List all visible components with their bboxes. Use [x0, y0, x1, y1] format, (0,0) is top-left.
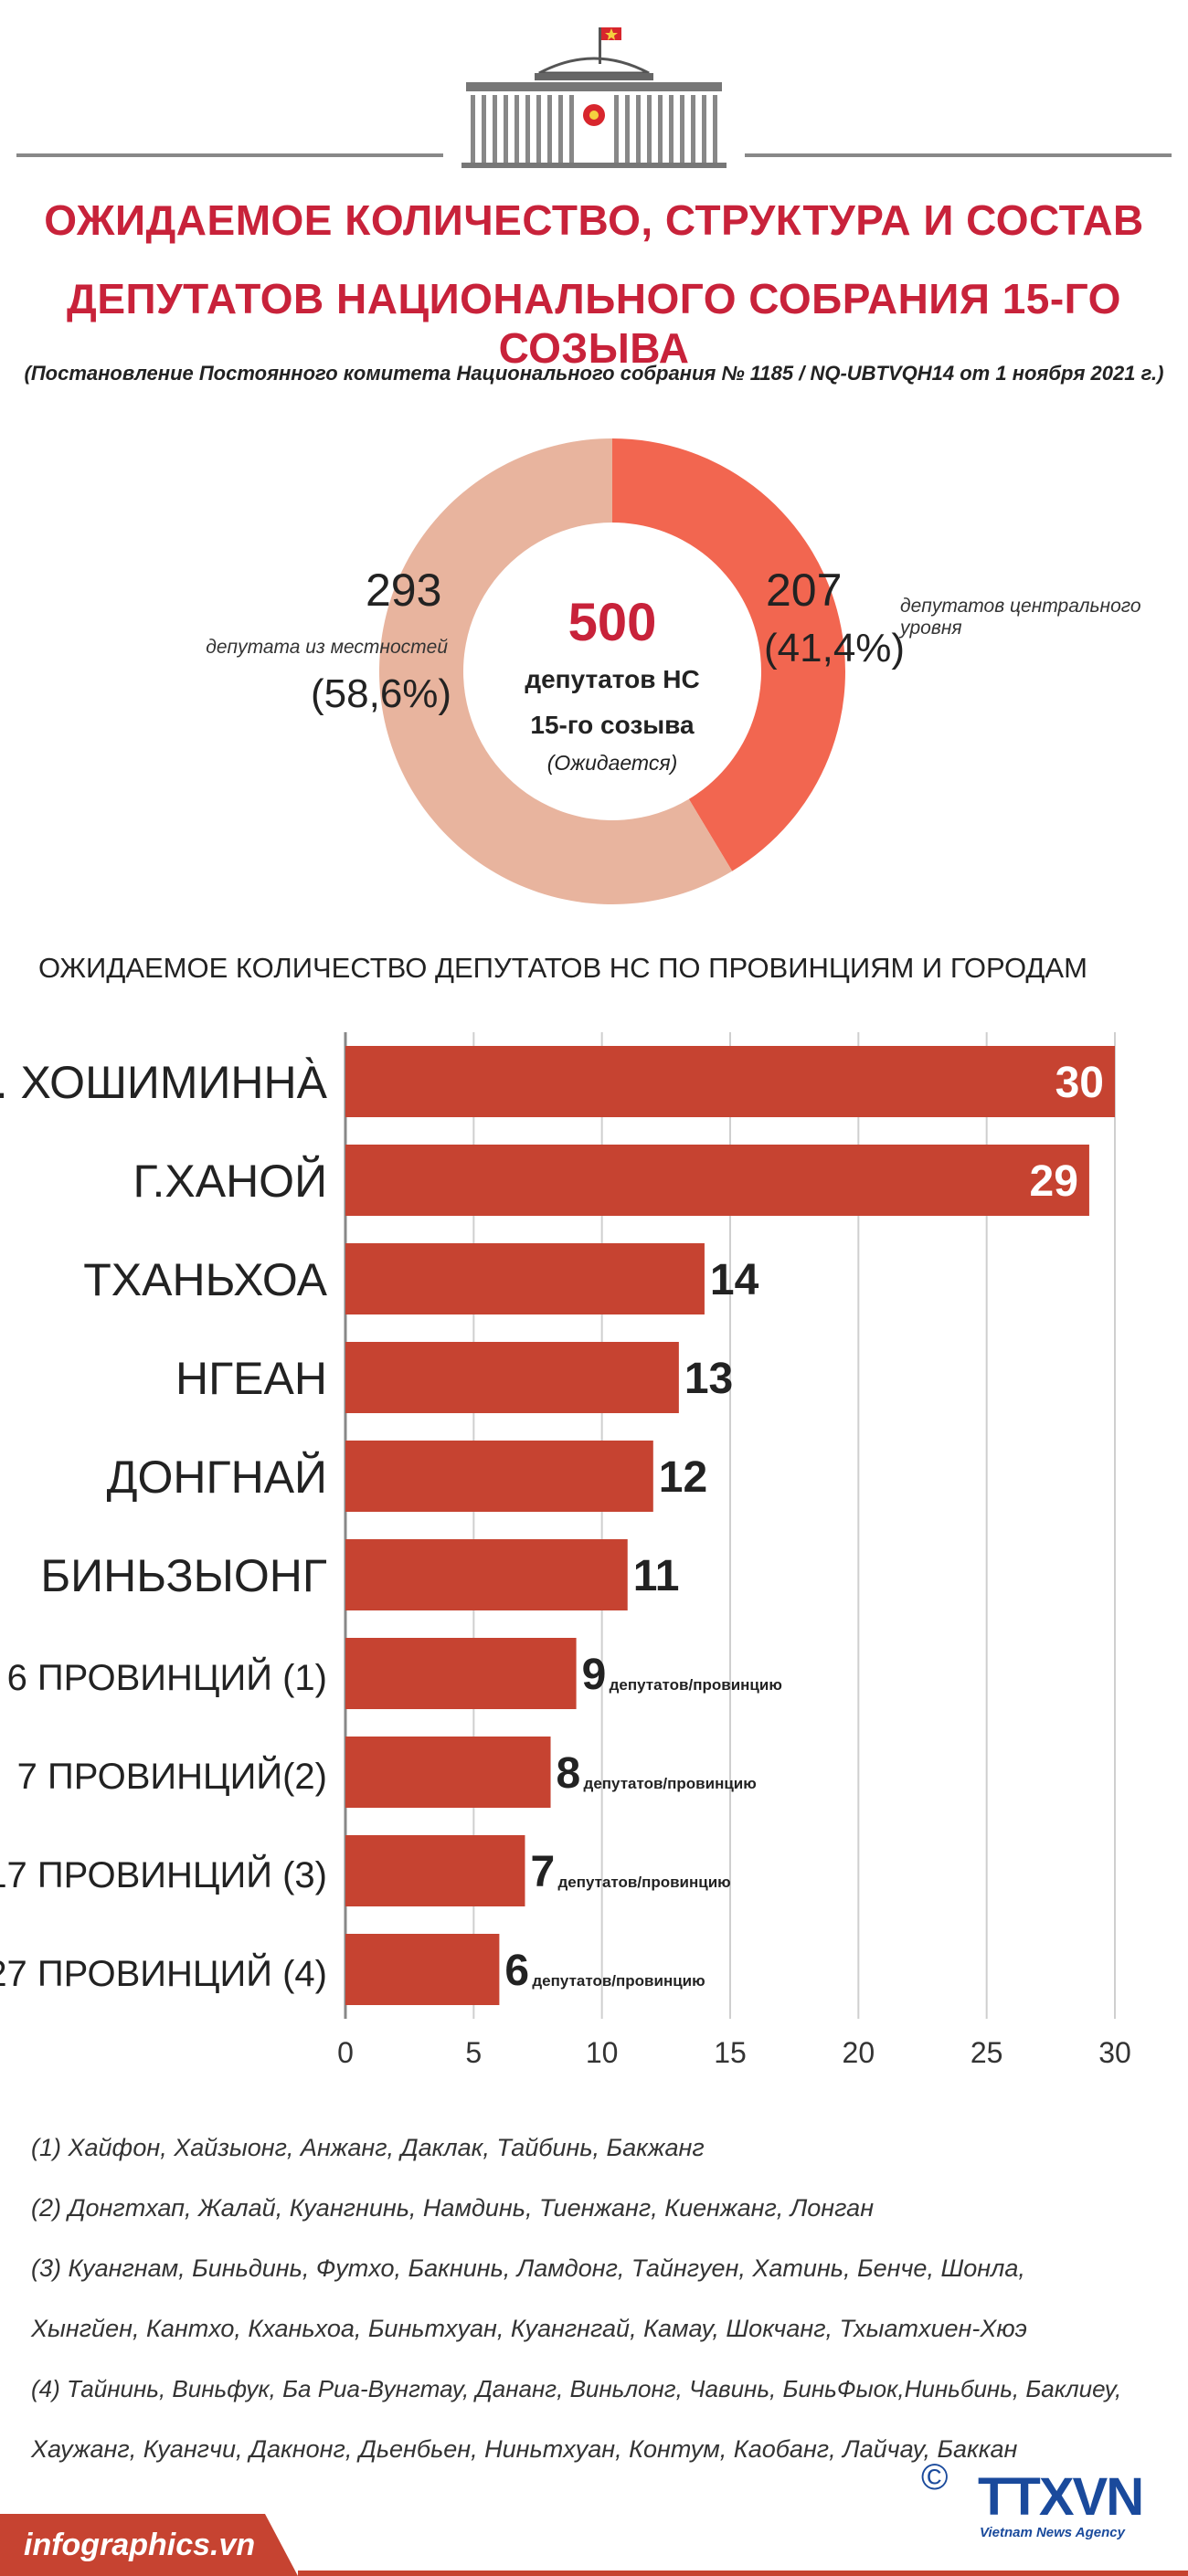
footer-site[interactable]: infographics.vn [24, 2528, 256, 2562]
category-label: Г.ХАНОЙ [133, 1155, 328, 1207]
local-percent: (58,6%) [311, 671, 452, 716]
x-tick-label: 5 [465, 2036, 482, 2069]
page-title-line1: ОЖИДАЕМОЕ КОЛИЧЕСТВО, СТРУКТУРА И СОСТАВ [44, 196, 1144, 244]
footer-bar [0, 2514, 265, 2576]
bar-chart: 0 5 10 15 20 25 30 Г. ХОШИМИННА̀ 30 Г.ХАНОЙ 29 ТХА… [0, 1032, 1131, 2069]
donut-slice-central [612, 438, 846, 871]
x-tick-label: 0 [337, 2036, 354, 2069]
category-label: 7 ПРОВИНЦИЙ(2) [17, 1755, 327, 1797]
bar-value-label: 29 [1030, 1157, 1078, 1206]
donut-center-line3: (Ожидается) [546, 751, 678, 775]
footer-line [298, 2571, 1188, 2576]
bar-value-label: 9 [582, 1651, 607, 1699]
bar-section-title: ОЖИДАЕМОЕ КОЛИЧЕСТВО ДЕПУТАТОВ НС ПО ПРО… [38, 952, 1087, 984]
donut-chart [379, 438, 846, 904]
bar-value-label: 11 [633, 1552, 680, 1600]
bar-value-label: 14 [710, 1256, 759, 1304]
bar-unit-note: депутатов/провинцию [532, 1972, 705, 1990]
x-tick-label: 15 [714, 2036, 747, 2069]
bar [345, 1145, 1089, 1216]
donut-total: 500 [567, 593, 657, 652]
local-label: депутата из местностей [206, 637, 448, 658]
bar [345, 1046, 1115, 1117]
ttxvn-logo-subtitle: Vietnam News Agency [980, 2525, 1125, 2540]
category-label: 6 ПРОВИНЦИЙ (1) [7, 1656, 327, 1698]
bar [345, 1539, 628, 1610]
bar-value-label: 13 [684, 1355, 733, 1403]
category-label: НГЕАН [175, 1353, 327, 1404]
central-label: депутатов центрального уровня [900, 596, 1141, 639]
bar [345, 1934, 500, 2005]
bar-unit-note: депутатов/провинцию [557, 1874, 730, 1891]
donut-slice-local [379, 438, 733, 904]
note-4b: Хаужанг, Куангчи, Дакнонг, Дьенбьен, Нин… [31, 2435, 1018, 2463]
central-percent: (41,4%) [764, 626, 906, 670]
donut-center-line1: депутатов НС [525, 665, 700, 693]
bar [345, 1835, 525, 1906]
category-label: 17 ПРОВИНЦИЙ (3) [0, 1853, 327, 1895]
note-1: (1) Хайфон, Хайзыонг, Анжанг, Даклак, Та… [31, 2134, 705, 2161]
note-3a: (3) Куангнам, Биньдинь, Футхо, Бакнинь, … [31, 2254, 1025, 2282]
bar-unit-note: депутатов/провинцию [584, 1775, 757, 1792]
central-count: 207 [766, 565, 843, 616]
bar [345, 1441, 653, 1512]
category-label: Г. ХОШИМИННА̀ [0, 1057, 328, 1108]
category-label: 27 ПРОВИНЦИЙ (4) [0, 1952, 327, 1994]
national-assembly-building-icon [16, 27, 1172, 168]
x-tick-label: 20 [843, 2036, 875, 2069]
bar-value-label: 6 [504, 1947, 529, 1995]
bar [345, 1342, 679, 1413]
category-label: ТХАНЬХОА [83, 1254, 327, 1305]
bar [345, 1737, 551, 1808]
bar [345, 1243, 705, 1314]
x-tick-label: 30 [1098, 2036, 1131, 2069]
note-3b: Хынгйен, Кантхо, Кханьхоа, Биньтхуан, Ку… [31, 2315, 1027, 2342]
x-tick-label: 10 [586, 2036, 619, 2069]
x-tick-label: 25 [971, 2036, 1003, 2069]
local-count: 293 [366, 565, 442, 616]
category-label: ДОНГНАЙ [107, 1451, 327, 1503]
bar [345, 1638, 577, 1709]
bar-value-label: 7 [530, 1848, 555, 1896]
page-subtitle: (Постановление Постоянного комитета Наци… [24, 362, 1164, 385]
copyright-icon: © [921, 2457, 949, 2497]
note-2: (2) Донгтхап, Жалай, Куангнинь, Намдинь,… [31, 2194, 875, 2222]
note-4a: (4) Тайнинь, Виньфук, Ба Риа-Вунгтау, Да… [31, 2375, 1122, 2402]
bar-value-label: 12 [659, 1453, 707, 1502]
page-title-line2: ДЕПУТАТОВ НАЦИОНАЛЬНОГО СОБРАНИЯ 15-ГО С… [67, 275, 1121, 372]
donut-center-line2: 15-го созыва [530, 711, 695, 739]
bar-unit-note: депутатов/провинцию [610, 1676, 782, 1694]
footer-bar-end [265, 2514, 298, 2576]
ttxvn-logo: TTXVN [978, 2467, 1144, 2527]
bar-value-label: 30 [1055, 1059, 1104, 1107]
category-label: БИНЬЗЫОНГ [40, 1550, 327, 1601]
bar-value-label: 8 [557, 1749, 581, 1798]
